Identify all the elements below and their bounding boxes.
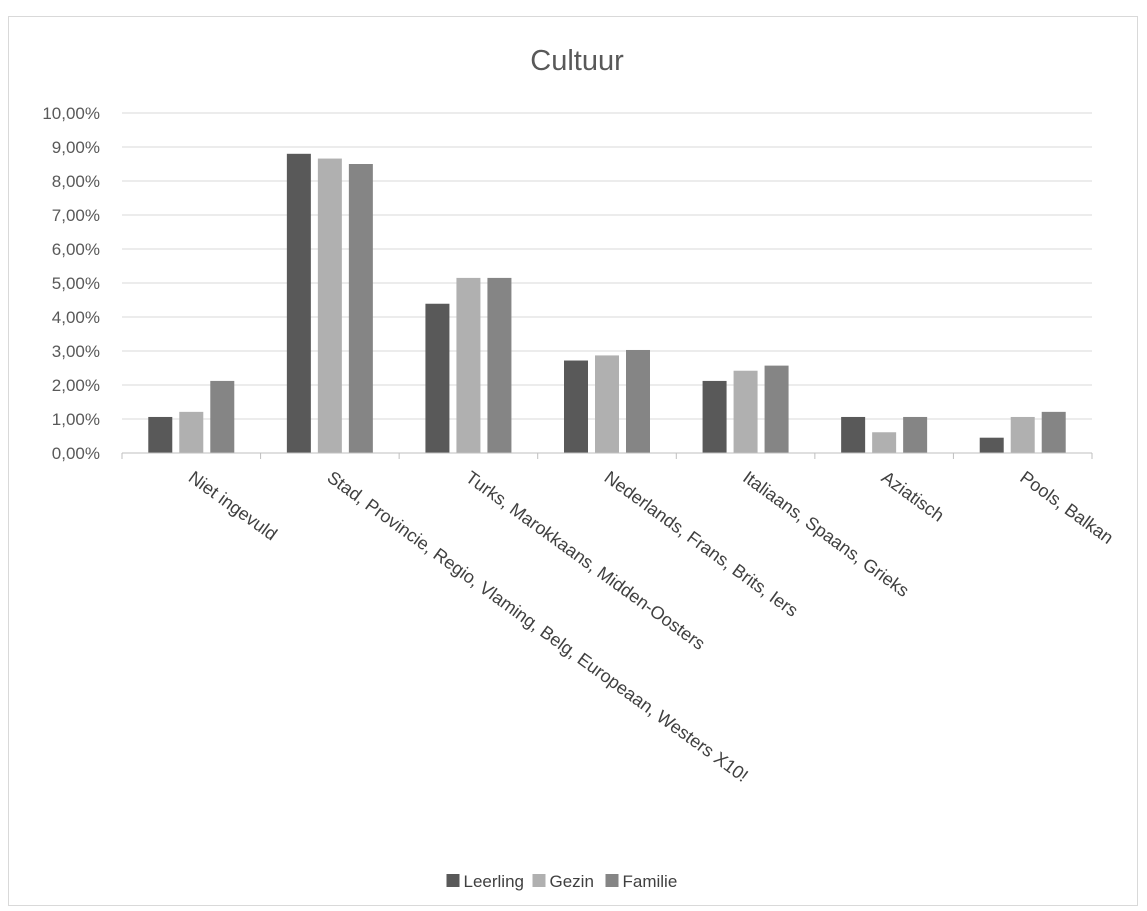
- x-axis-category-label: Turks, Marokkaans, Midden-Oosters: [462, 467, 709, 654]
- chart-title: Cultuur: [530, 45, 624, 77]
- legend: Leerling Gezin Familie: [446, 872, 678, 891]
- x-axis-category-label: Pools, Balkan: [1016, 467, 1117, 548]
- bar: [979, 437, 1004, 453]
- y-tick-label: 3,00%: [52, 342, 100, 361]
- legend-label: Leerling: [464, 872, 525, 891]
- y-tick-label: 0,00%: [52, 444, 100, 463]
- y-tick-label: 10,00%: [42, 104, 100, 123]
- bar: [903, 416, 928, 453]
- bar: [1010, 416, 1035, 453]
- y-tick-label: 8,00%: [52, 172, 100, 191]
- bar: [210, 380, 235, 453]
- bar: [425, 303, 450, 453]
- y-tick-label: 2,00%: [52, 376, 100, 395]
- y-axis-ticks: 0,00% 1,00% 2,00% 3,00% 4,00% 5,00% 6,00% 7,00%…: [42, 104, 100, 463]
- bar: [872, 432, 897, 453]
- legend-swatch: [446, 874, 460, 887]
- chart-frame: [8, 16, 1138, 906]
- bar: [841, 416, 866, 453]
- x-axis-categories: Niet ingevuld Stad, Provincie, Regio, Vla…: [185, 467, 1117, 786]
- y-tick-label: 7,00%: [52, 206, 100, 225]
- bar: [348, 164, 373, 453]
- bar: [702, 380, 727, 453]
- legend-label: Gezin: [550, 872, 594, 891]
- bar: [764, 365, 789, 453]
- x-axis-category-label: Aziatisch: [878, 467, 948, 526]
- bar: [1041, 411, 1066, 453]
- y-tick-label: 6,00%: [52, 240, 100, 259]
- y-tick-label: 5,00%: [52, 274, 100, 293]
- x-axis-category-label: Niet ingevuld: [185, 467, 281, 544]
- legend-label: Familie: [623, 872, 678, 891]
- bar: [456, 277, 481, 453]
- y-tick-label: 1,00%: [52, 410, 100, 429]
- legend-swatch: [532, 874, 546, 887]
- bar: [179, 411, 204, 453]
- x-axis: [121, 452, 1093, 459]
- y-tick-label: 9,00%: [52, 138, 100, 157]
- gridlines: [122, 112, 1092, 420]
- legend-swatch: [605, 874, 619, 887]
- bar: [317, 158, 342, 453]
- bar: [595, 355, 619, 453]
- bar: [733, 370, 758, 453]
- bar: [487, 277, 512, 453]
- bar: [626, 349, 650, 453]
- bar: [286, 153, 311, 454]
- bar: [148, 416, 173, 453]
- bars: [148, 153, 1066, 454]
- y-tick-label: 4,00%: [52, 308, 100, 327]
- bar: [564, 360, 588, 453]
